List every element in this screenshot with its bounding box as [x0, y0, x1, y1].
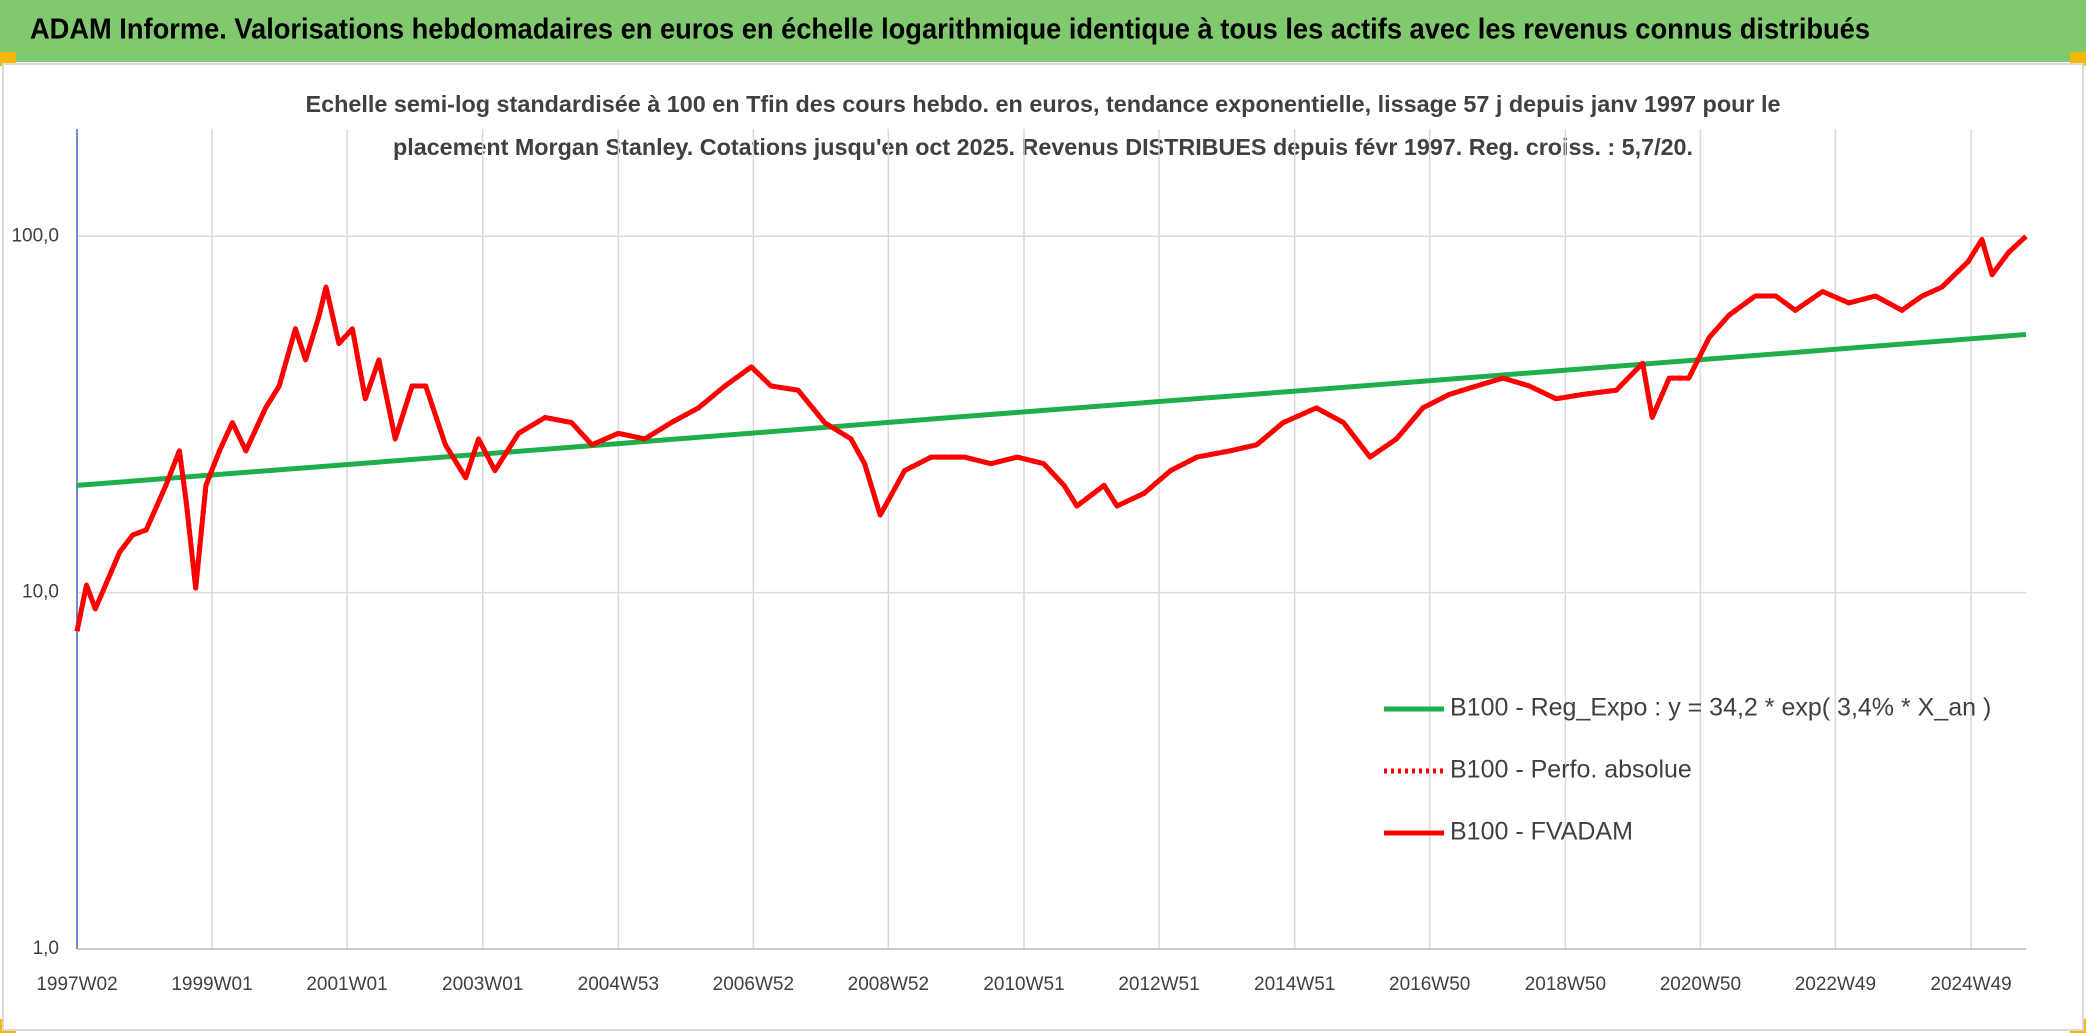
- corner-mark: [0, 52, 16, 66]
- y-tick-label: 1,0: [33, 938, 59, 959]
- corner-mark: [2070, 52, 2086, 66]
- chart-subtitle: placement Morgan Stanley. Cotations jusq…: [393, 134, 1693, 160]
- series-line: [74, 234, 2028, 632]
- x-tick-label: 2014W51: [1254, 974, 1335, 995]
- x-tick-label: 2024W49: [1930, 974, 2011, 995]
- y-tick-label: 10,0: [22, 582, 59, 603]
- x-tick-label: 2012W51: [1118, 974, 1199, 995]
- x-tick-label: 2008W52: [848, 974, 929, 995]
- x-tick-label: 1997W02: [36, 974, 117, 995]
- x-tick-label: 2020W50: [1660, 974, 1741, 995]
- x-tick-label: 2016W50: [1389, 974, 1470, 995]
- chart-subtitle: Echelle semi-log standardisée à 100 en T…: [306, 91, 1781, 117]
- x-tick-label: 1999W01: [171, 974, 252, 995]
- x-tick-label: 2003W01: [442, 974, 523, 995]
- x-tick-label: 2001W01: [306, 974, 387, 995]
- y-tick-label: 100,0: [11, 225, 59, 246]
- header-bar: [0, 0, 2086, 62]
- legend-label: B100 - FVADAM: [1450, 818, 1633, 846]
- x-tick-label: 2018W50: [1525, 974, 1606, 995]
- x-tick-label: 2004W53: [578, 974, 659, 995]
- chart-frame: [2, 63, 2084, 1031]
- x-tick-label: 2022W49: [1795, 974, 1876, 995]
- legend-label: B100 - Perfo. absolue: [1450, 756, 1692, 784]
- x-tick-label: 2010W51: [983, 974, 1064, 995]
- legend-label: B100 - Reg_Expo : y = 34,2 * exp( 3,4% *…: [1450, 694, 1991, 722]
- series-line: [76, 332, 2027, 488]
- x-tick-label: 2006W52: [713, 974, 794, 995]
- page-title: ADAM Informe. Valorisations hebdomadaire…: [30, 14, 1870, 46]
